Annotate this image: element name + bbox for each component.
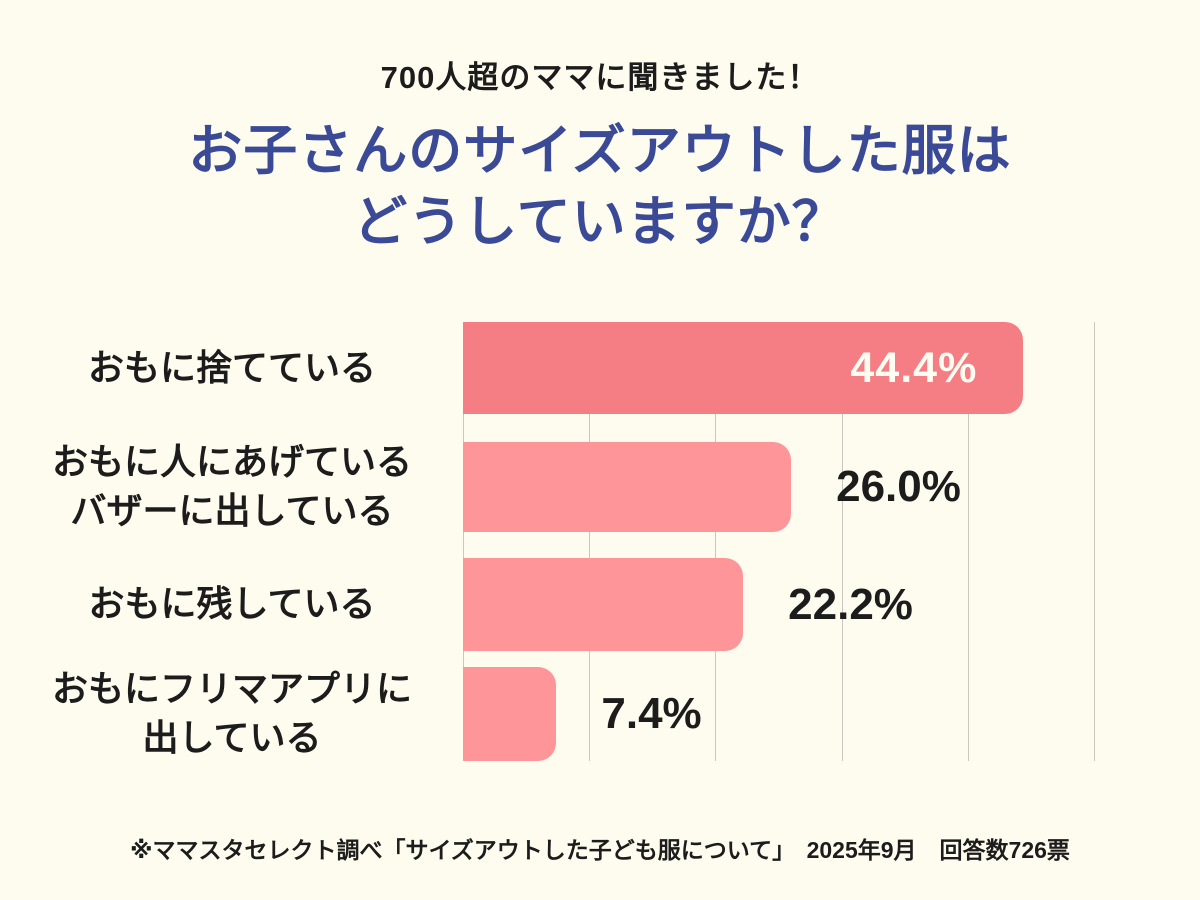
category-label: おもにフリマアプリに 出している xyxy=(51,668,412,758)
source-note: ※ママスタセレクト調べ「サイズアウトした子ども服について」 2025年9月 回答… xyxy=(130,837,1070,863)
title-line-2: どうしていますか？ xyxy=(353,192,847,252)
category-label: おもに人にあげている バザーに出している xyxy=(51,441,412,531)
bar: 44.4% xyxy=(463,322,1024,414)
bar xyxy=(463,667,557,761)
value-label: 7.4% xyxy=(601,689,702,738)
value-label: 26.0% xyxy=(836,462,961,511)
title-line-1: お子さんのサイズアウトした服は xyxy=(188,121,1012,181)
bar xyxy=(463,442,792,532)
bar-row: 26.0% xyxy=(463,442,1094,532)
gridline xyxy=(463,322,464,761)
bar-row: 22.2% xyxy=(463,558,1094,651)
category-labels-column: おもに捨てているおもに人にあげている バザーに出しているおもに残しているおもにフ… xyxy=(8,322,456,761)
gridline xyxy=(967,322,969,761)
category-label: おもに残している xyxy=(88,583,376,625)
bar xyxy=(463,558,744,651)
plot-area: 44.4% 26.0% 22.2% 7.4% xyxy=(463,322,1095,761)
value-label: 22.2% xyxy=(788,579,913,629)
page-title: お子さんのサイズアウトした服は どうしていますか？ xyxy=(0,116,1200,258)
survey-kicker: 700人超のママに聞きました！ xyxy=(380,60,820,95)
gridline xyxy=(841,322,843,761)
gridline xyxy=(589,322,591,761)
gridline xyxy=(715,322,717,761)
bar-row: 44.4% xyxy=(463,322,1094,414)
bar-row: 7.4% xyxy=(463,667,1094,761)
bar-chart: おもに捨てているおもに人にあげている バザーに出しているおもに残しているおもにフ… xyxy=(0,322,1200,761)
value-label: 44.4% xyxy=(850,343,978,392)
category-label: おもに捨てている xyxy=(87,346,376,388)
gridline xyxy=(1094,322,1095,761)
